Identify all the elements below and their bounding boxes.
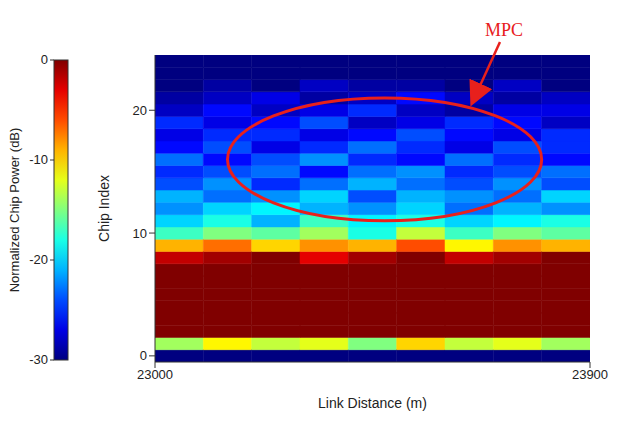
svg-text:MPC: MPC <box>485 20 523 40</box>
svg-text:Link Distance (m): Link Distance (m) <box>318 395 427 411</box>
svg-text:23900: 23900 <box>572 367 608 382</box>
svg-text:-30: -30 <box>29 352 48 367</box>
svg-text:23000: 23000 <box>137 367 173 382</box>
svg-text:-20: -20 <box>29 252 48 267</box>
svg-text:Chip Index: Chip Index <box>96 175 112 242</box>
svg-text:20: 20 <box>133 103 147 118</box>
svg-text:0: 0 <box>41 52 48 67</box>
svg-text:Normalized Chip Power (dB): Normalized Chip Power (dB) <box>7 128 22 293</box>
svg-text:10: 10 <box>133 226 147 241</box>
svg-text:-10: -10 <box>29 152 48 167</box>
svg-text:0: 0 <box>140 348 147 363</box>
